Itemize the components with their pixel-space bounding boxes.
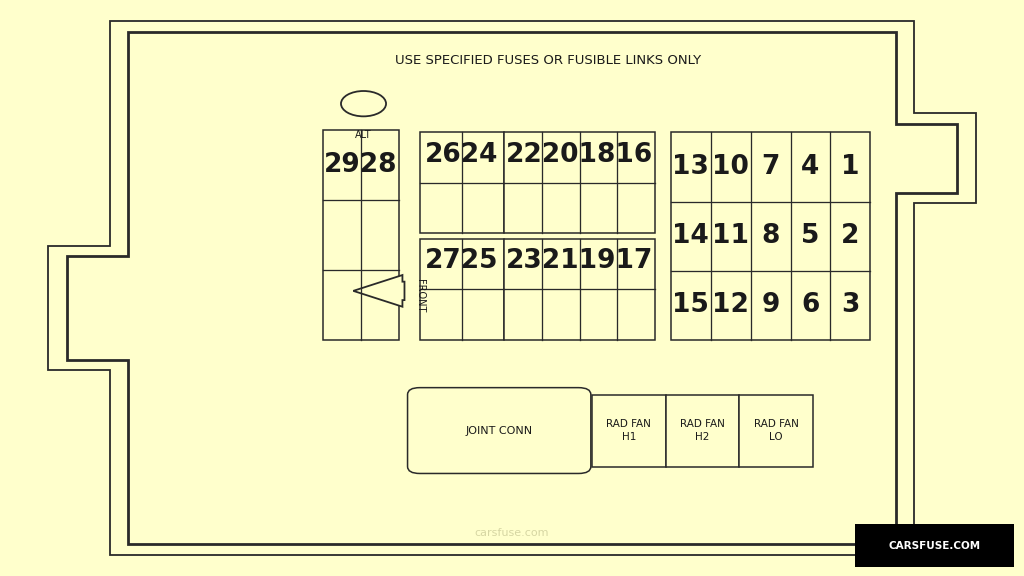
Text: 9: 9 xyxy=(762,292,779,319)
Text: 2928: 2928 xyxy=(325,152,397,179)
Text: 22201816: 22201816 xyxy=(506,142,653,168)
Bar xyxy=(420,239,504,340)
Bar xyxy=(420,132,504,233)
FancyBboxPatch shape xyxy=(408,388,591,473)
Text: USE SPECIFIED FUSES OR FUSIBLE LINKS ONLY: USE SPECIFIED FUSES OR FUSIBLE LINKS ONL… xyxy=(395,54,700,67)
Text: CARSFUSE.COM: CARSFUSE.COM xyxy=(889,541,980,551)
Bar xyxy=(666,395,739,467)
Text: RAD FAN
H2: RAD FAN H2 xyxy=(680,419,725,442)
Text: 2: 2 xyxy=(842,223,859,249)
Text: 15: 15 xyxy=(672,292,710,319)
Text: RAD FAN
H1: RAD FAN H1 xyxy=(606,419,651,442)
Bar xyxy=(504,239,655,340)
Bar xyxy=(504,132,655,233)
Text: 8: 8 xyxy=(762,223,779,249)
Text: ALT: ALT xyxy=(355,130,372,140)
Text: 23211917: 23211917 xyxy=(506,248,653,274)
Text: 2725: 2725 xyxy=(425,248,499,274)
Polygon shape xyxy=(353,275,404,307)
Text: 7: 7 xyxy=(762,154,779,180)
Bar xyxy=(592,395,666,467)
Text: 10: 10 xyxy=(712,154,750,180)
Text: 5: 5 xyxy=(802,223,819,249)
Text: RAD FAN
LO: RAD FAN LO xyxy=(754,419,799,442)
Bar xyxy=(671,132,870,340)
Bar xyxy=(739,395,813,467)
Text: 14: 14 xyxy=(673,223,709,249)
Text: 2624: 2624 xyxy=(425,142,499,168)
Text: 12: 12 xyxy=(712,292,750,319)
Text: 6: 6 xyxy=(802,292,819,319)
Text: 4: 4 xyxy=(802,154,819,180)
Text: 1: 1 xyxy=(841,154,860,180)
Text: carsfuse.com: carsfuse.com xyxy=(475,528,549,538)
Text: JOINT CONN: JOINT CONN xyxy=(466,426,532,435)
Text: FRONT: FRONT xyxy=(415,279,425,312)
Circle shape xyxy=(341,91,386,116)
Polygon shape xyxy=(67,32,957,544)
Bar xyxy=(855,524,1014,567)
Bar xyxy=(323,130,399,340)
Text: 13: 13 xyxy=(672,154,710,180)
Text: 11: 11 xyxy=(712,223,750,249)
Text: 3: 3 xyxy=(842,292,859,319)
